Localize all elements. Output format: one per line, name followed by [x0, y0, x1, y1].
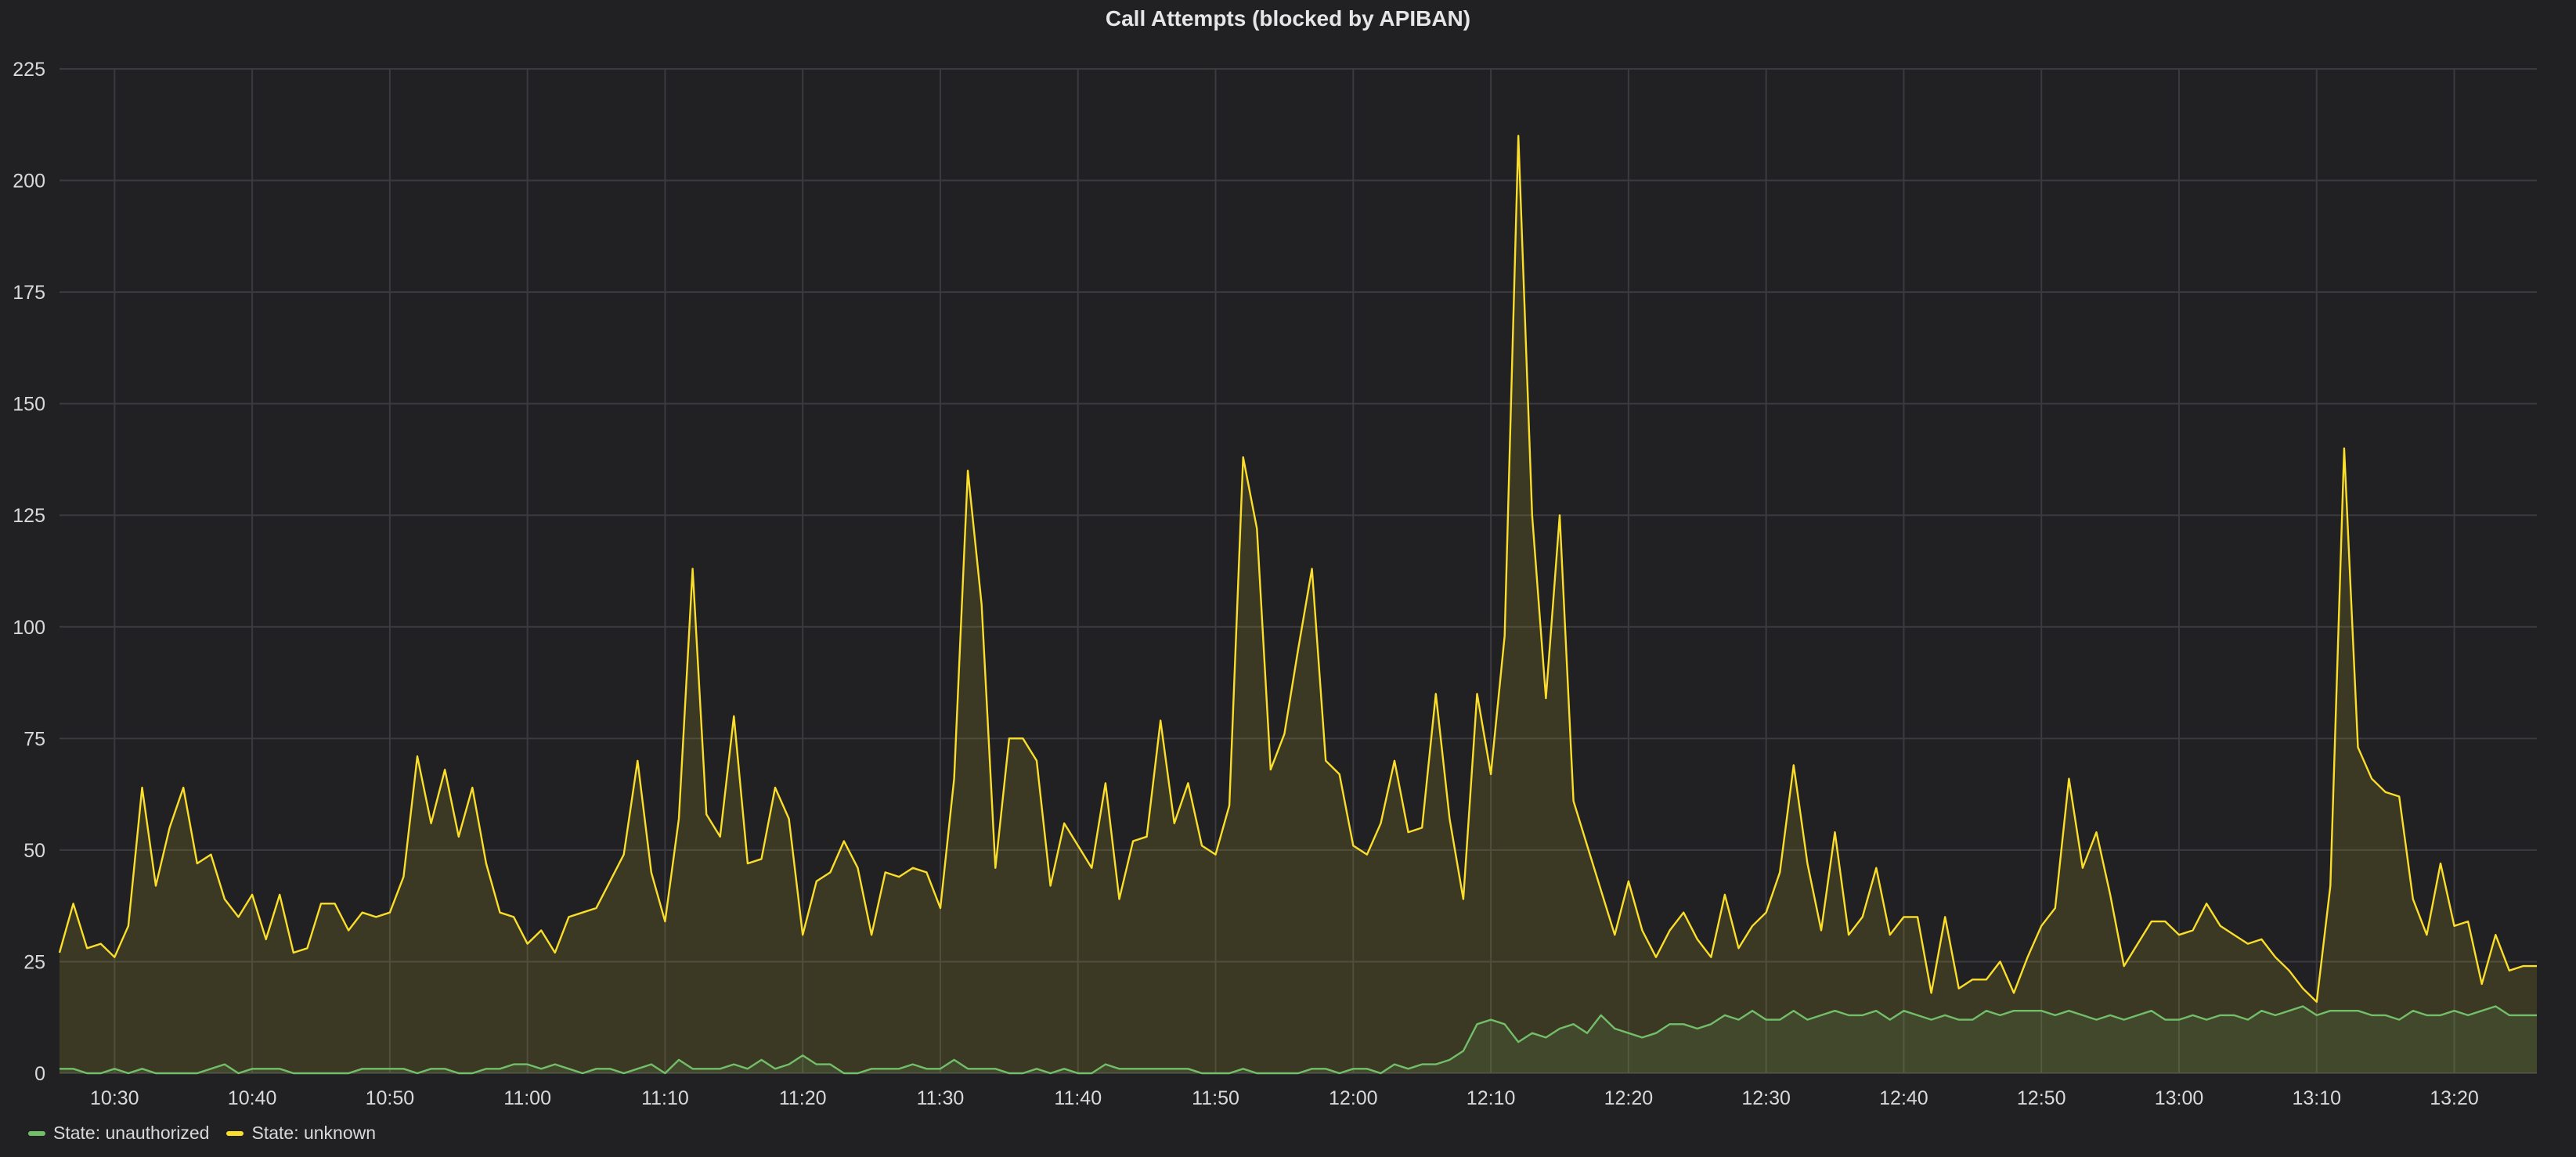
chart-plot[interactable]: 0 25 50 75 100 125 150 175 200 225 10:30 10:40 10:5… — [0, 0, 2576, 1112]
x-axis-tick-labels: 10:30 10:40 10:50 11:00 11:10 11:20 11:30 11:40… — [90, 1087, 2479, 1109]
legend-swatch-unauthorized — [28, 1130, 45, 1136]
legend-label-unauthorized: State: unauthorized — [53, 1123, 210, 1143]
y-tick-label: 100 — [13, 617, 45, 639]
y-tick-label: 0 — [34, 1063, 45, 1085]
x-tick-label: 10:30 — [90, 1087, 139, 1109]
y-tick-label: 125 — [13, 505, 45, 527]
legend-swatch-unknown — [226, 1130, 244, 1136]
x-tick-label: 11:50 — [1192, 1087, 1239, 1109]
y-tick-label: 225 — [13, 59, 45, 81]
x-tick-label: 10:50 — [366, 1087, 415, 1109]
x-tick-label: 10:40 — [228, 1087, 277, 1109]
legend-item-unauthorized[interactable]: State: unauthorized — [28, 1123, 209, 1144]
y-tick-label: 75 — [23, 728, 45, 750]
x-tick-label: 12:30 — [1741, 1087, 1791, 1109]
x-tick-label: 11:30 — [917, 1087, 965, 1109]
x-tick-label: 12:20 — [1604, 1087, 1654, 1109]
x-tick-label: 13:10 — [2292, 1087, 2341, 1109]
x-tick-label: 12:10 — [1467, 1087, 1516, 1109]
y-axis-tick-labels: 0 25 50 75 100 125 150 175 200 225 — [13, 59, 45, 1085]
legend-item-unknown[interactable]: State: unknown — [226, 1123, 376, 1144]
y-tick-label: 50 — [23, 840, 45, 862]
x-tick-label: 12:00 — [1329, 1087, 1378, 1109]
grid — [60, 68, 2537, 1074]
x-tick-label: 13:00 — [2155, 1087, 2204, 1109]
x-tick-label: 11:20 — [779, 1087, 827, 1109]
series-area-state-unauthorized — [60, 1006, 2537, 1073]
chart-title: Call Attempts (blocked by APIBAN) — [1105, 6, 1471, 31]
y-tick-label: 175 — [13, 282, 45, 304]
x-tick-label: 11:10 — [641, 1087, 689, 1109]
y-tick-label: 200 — [13, 171, 45, 193]
series-layer — [58, 135, 2537, 1075]
x-tick-label: 12:50 — [2017, 1087, 2066, 1109]
y-tick-label: 25 — [23, 951, 45, 973]
x-tick-label: 11:40 — [1054, 1087, 1102, 1109]
legend-label-unknown: State: unknown — [251, 1123, 377, 1143]
x-tick-label: 13:20 — [2430, 1087, 2479, 1109]
y-tick-label: 150 — [13, 394, 45, 416]
legend: State: unauthorized State: unknown — [28, 1123, 376, 1144]
x-tick-label: 11:00 — [503, 1087, 551, 1109]
series-line-state-unauthorized[interactable] — [60, 1005, 2537, 1075]
series-line-state-unknown[interactable] — [58, 135, 2537, 1004]
x-tick-label: 12:40 — [1879, 1087, 1928, 1109]
series-area-state-unknown — [60, 135, 2537, 1073]
